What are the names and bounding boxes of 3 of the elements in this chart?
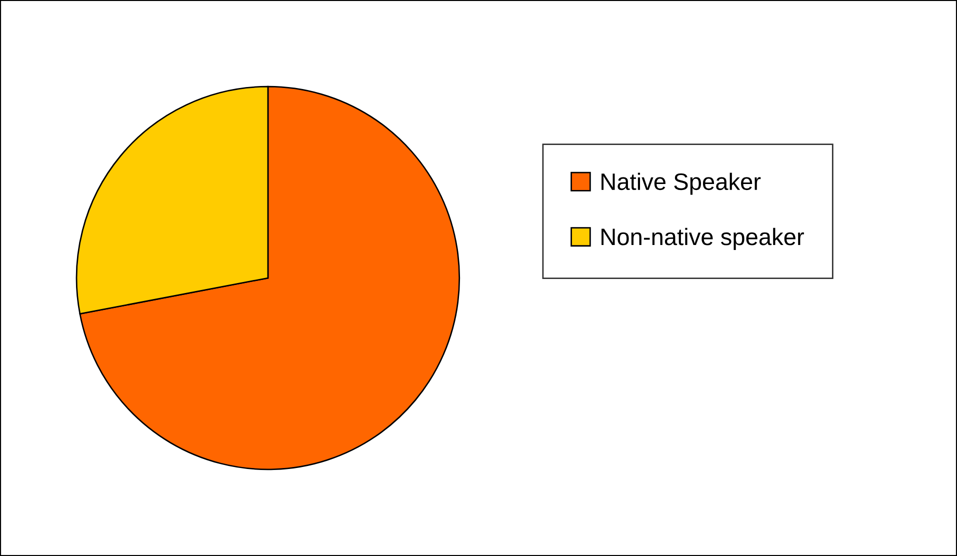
legend-label: Native Speaker bbox=[602, 172, 761, 195]
legend-label: Non-native speaker bbox=[602, 228, 804, 250]
pie-slice bbox=[79, 86, 460, 470]
